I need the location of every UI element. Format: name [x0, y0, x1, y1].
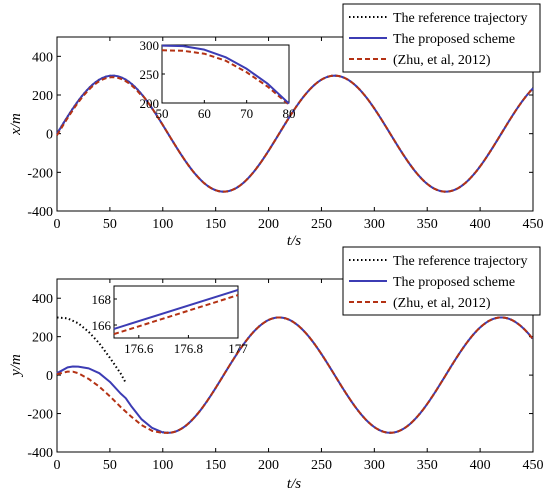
legend-item: The reference trajectory: [393, 254, 527, 269]
top-zhu-line: [56, 74, 534, 193]
legend-item: (Zhu, et al, 2012): [393, 296, 491, 311]
top-curves: [56, 74, 534, 193]
top-legend: The reference trajectory The proposed sch…: [342, 3, 541, 73]
chart-top-x-vs-t: 0 50 100 150 200 250 300 350 400 450 400 200 0 -200 -…: [8, 3, 544, 249]
x-tick-label: 250: [311, 458, 332, 473]
y-tick-label: -200: [27, 408, 53, 423]
x-tick-label: 300: [364, 458, 385, 473]
y-tick-label: 200: [32, 89, 53, 104]
top-inset: 50 60 70 80 300 250 200: [140, 38, 296, 121]
y-tick-label: 400: [32, 292, 53, 307]
y-tick-label: -400: [27, 205, 53, 220]
x-tick-label: 200: [258, 458, 279, 473]
bottom-y-ticks: 400 200 0 -200 -400: [27, 292, 533, 461]
chart-bottom-y-vs-t: 0 50 100 150 200 250 300 350 400 450 400 200 0 -200 -…: [8, 246, 544, 492]
inset-frame: [113, 285, 239, 339]
x-tick-label: 300: [364, 217, 385, 232]
bottom-legend: The reference trajectory The proposed sch…: [342, 246, 541, 316]
x-tick-label: 0: [54, 458, 61, 473]
inset-x-tick-label: 80: [283, 106, 296, 121]
inset-x-tick-label: 60: [198, 106, 211, 121]
inset-zhu-line: [113, 294, 239, 336]
inset-proposed-line: [113, 288, 239, 330]
y-tick-label: 200: [32, 331, 53, 346]
inset-x-tick-label: 177: [228, 341, 248, 356]
inset-y-tick-label: 250: [140, 67, 160, 82]
top-x-ticks: 0 50 100 150 200 250 300 350 400 450: [54, 37, 544, 232]
inset-x-tick-label: 176.8: [174, 341, 203, 356]
legend-item: (Zhu, et al, 2012): [393, 53, 491, 68]
top-y-ticks: 400 200 0 -200 -400: [27, 50, 533, 220]
top-reference-line: [56, 74, 534, 193]
top-x-axis-label: t/s: [287, 233, 301, 249]
bottom-inset: 176.6 176.8 177 168 166: [92, 285, 248, 356]
x-tick-label: 150: [205, 217, 226, 232]
x-tick-label: 50: [103, 458, 117, 473]
inset-x-tick-label: 176.6: [124, 341, 154, 356]
x-tick-label: 350: [417, 217, 438, 232]
x-tick-label: 450: [523, 217, 544, 232]
inset-y-tick-label: 300: [140, 38, 160, 53]
inset-y-tick-label: 166: [92, 318, 112, 333]
x-tick-label: 400: [470, 217, 491, 232]
x-tick-label: 0: [54, 217, 61, 232]
x-tick-label: 250: [311, 217, 332, 232]
x-tick-label: 150: [205, 458, 226, 473]
legend-item: The proposed scheme: [393, 275, 515, 290]
top-y-axis-label: x/m: [8, 113, 24, 136]
top-proposed-line: [56, 74, 534, 193]
y-tick-label: 0: [46, 128, 53, 143]
bottom-plot-frame: [56, 278, 534, 453]
y-tick-label: 400: [32, 50, 53, 65]
x-tick-label: 100: [152, 217, 173, 232]
inset-proposed-line: [161, 44, 290, 105]
inset-y-tick-label: 200: [140, 96, 160, 111]
y-tick-label: -200: [27, 166, 53, 181]
inset-frame: [161, 44, 290, 104]
inset-x-tick-label: 50: [156, 106, 169, 121]
x-tick-label: 200: [258, 217, 279, 232]
bottom-curves: [56, 316, 534, 434]
top-plot-frame: [56, 36, 534, 212]
x-tick-label: 450: [523, 458, 544, 473]
inset-y-tick-label: 168: [92, 292, 112, 307]
bottom-reference-line-early: [56, 316, 127, 384]
x-tick-label: 50: [103, 217, 117, 232]
inset-zhu-line: [161, 49, 290, 106]
bottom-y-axis-label: y/m: [8, 354, 24, 378]
legend-item: The proposed scheme: [393, 32, 515, 47]
x-tick-label: 400: [470, 458, 491, 473]
bottom-zhu-line: [56, 316, 534, 434]
bottom-x-axis-label: t/s: [287, 476, 301, 492]
x-tick-label: 100: [152, 458, 173, 473]
x-tick-label: 350: [417, 458, 438, 473]
y-tick-label: 0: [46, 369, 53, 384]
bottom-x-ticks: 0 50 100 150 200 250 300 350 400 450: [54, 279, 544, 473]
inset-x-tick-label: 70: [240, 106, 253, 121]
legend-item: The reference trajectory: [393, 11, 527, 26]
y-tick-label: -400: [27, 446, 53, 461]
